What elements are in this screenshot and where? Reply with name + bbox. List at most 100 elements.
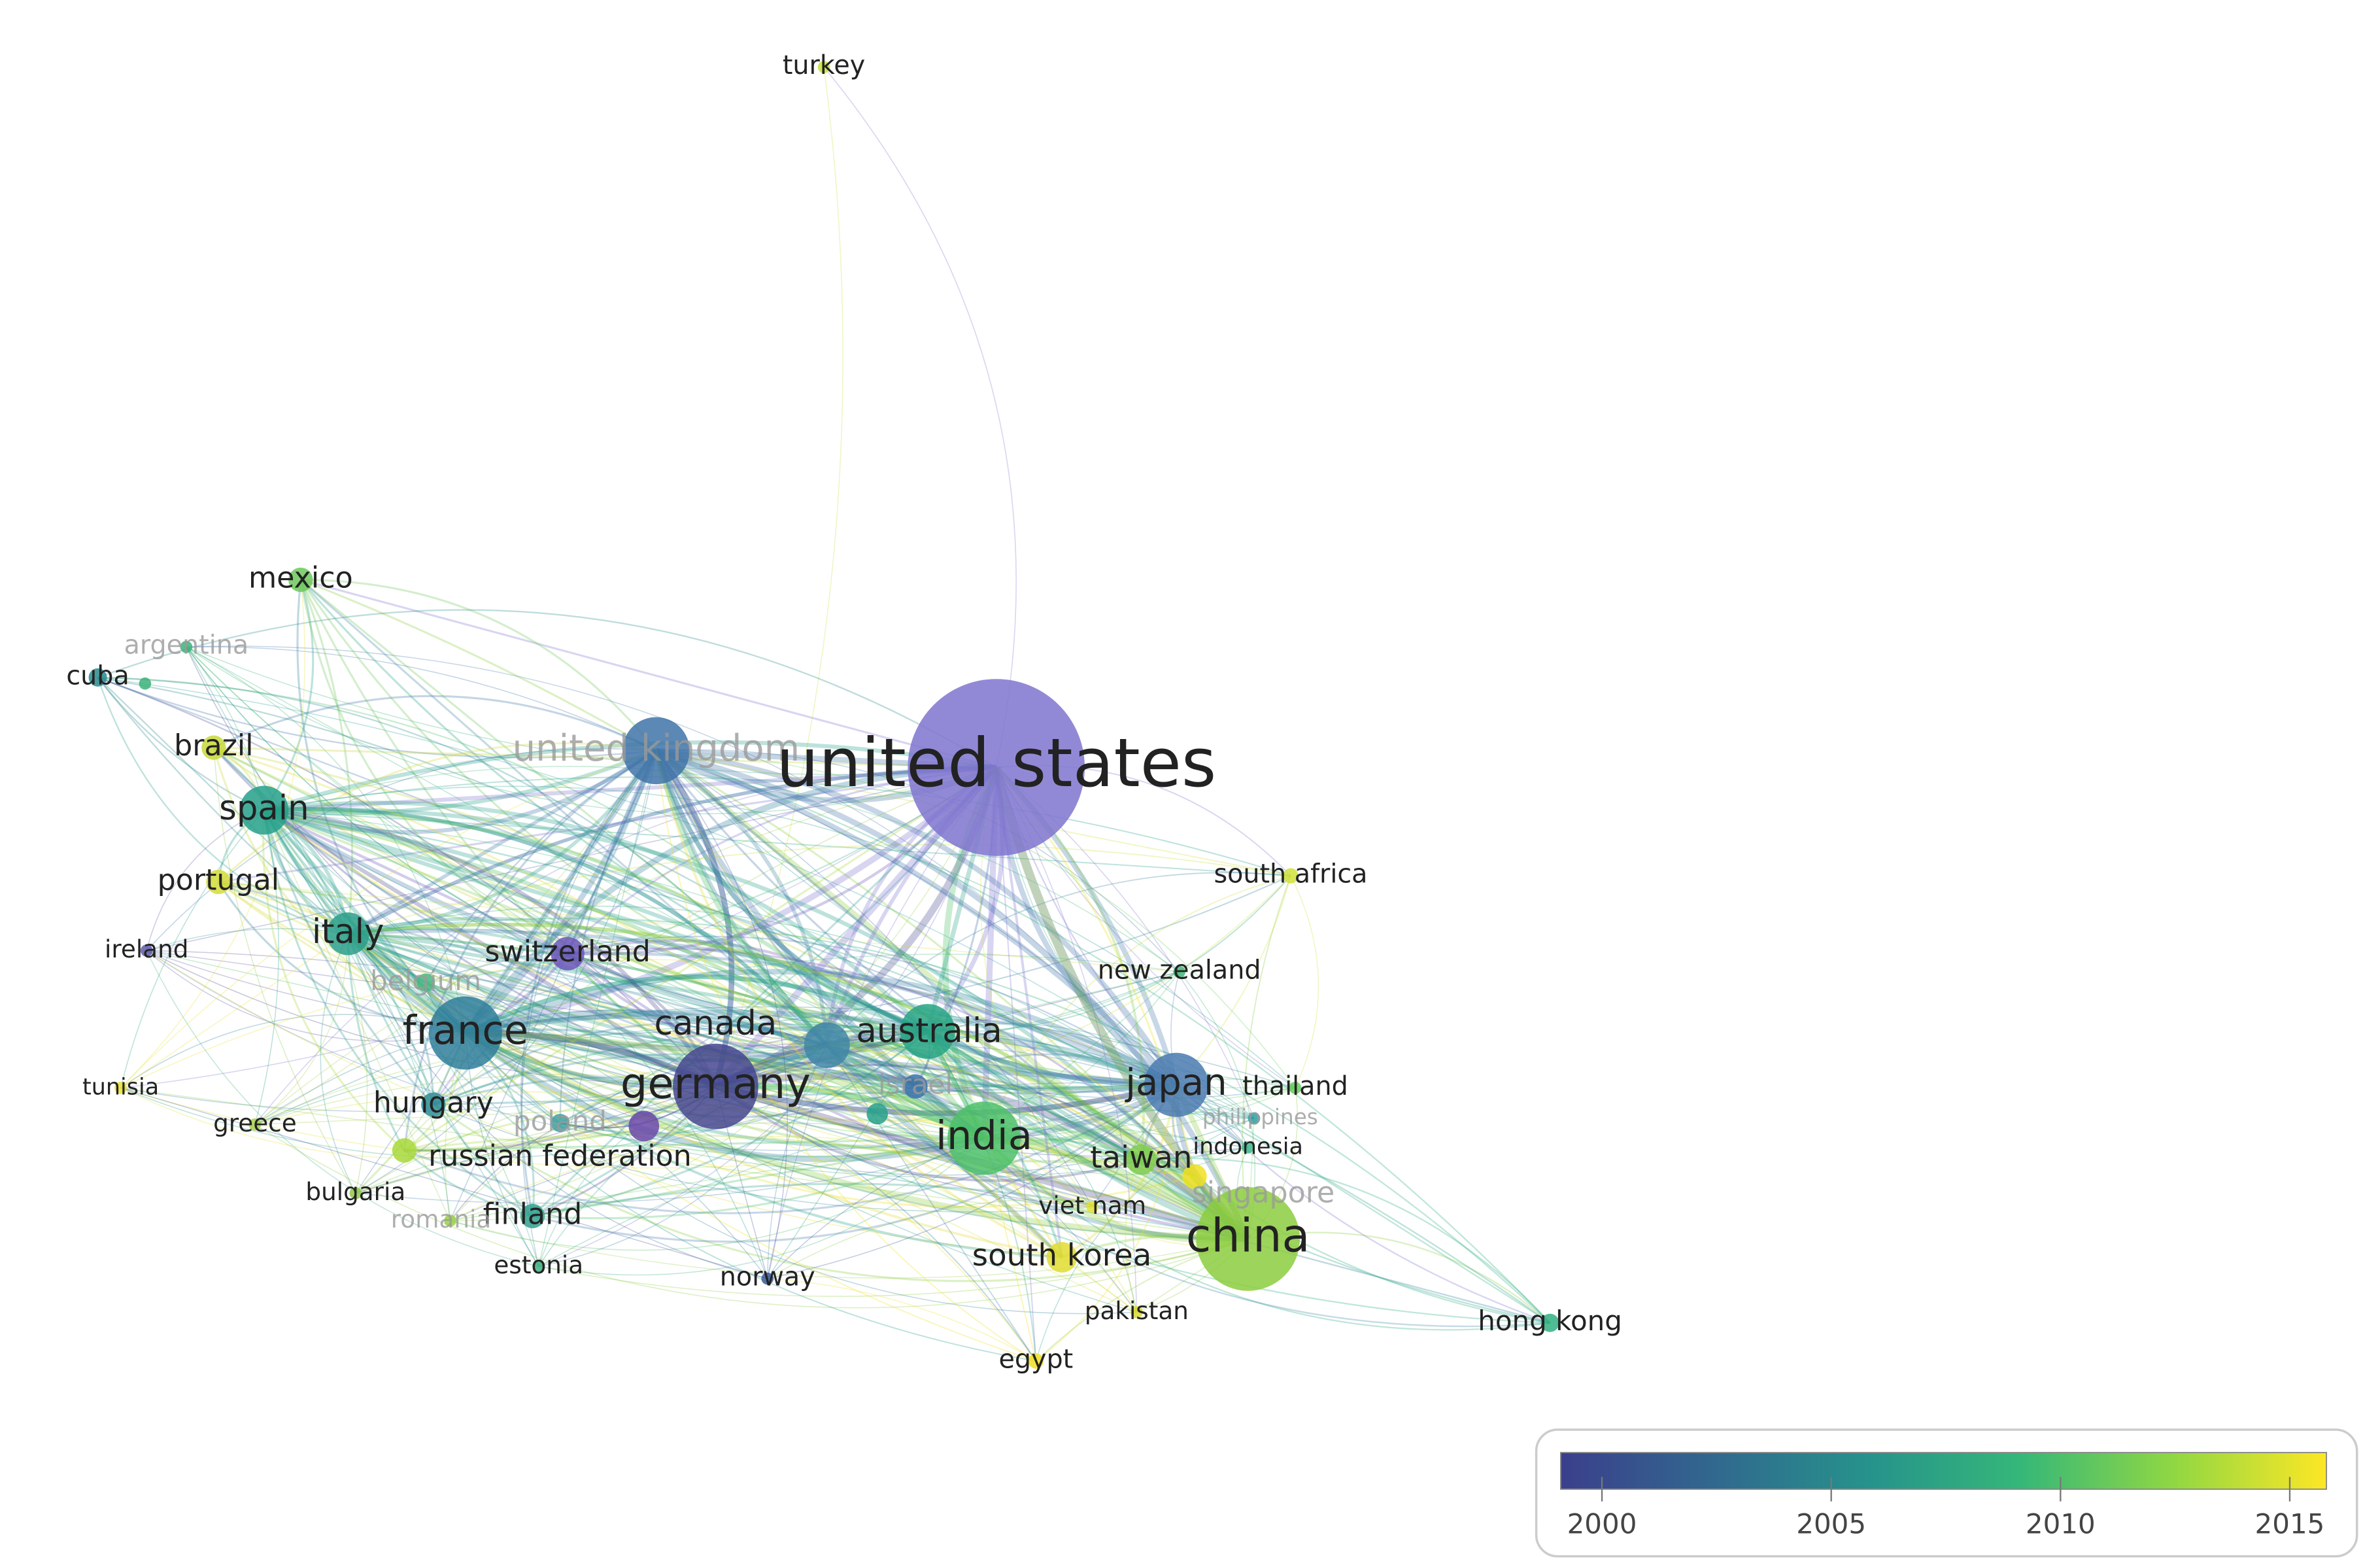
edge xyxy=(655,750,788,1279)
edge xyxy=(300,578,657,751)
edge xyxy=(532,1137,985,1217)
edge xyxy=(926,1031,1037,1362)
edge xyxy=(213,746,1063,1258)
node xyxy=(1540,1313,1559,1332)
edge xyxy=(983,1110,1255,1139)
edge xyxy=(449,1029,928,1221)
edge xyxy=(263,809,435,1105)
edge xyxy=(264,810,368,1194)
edge xyxy=(264,801,929,1033)
edge xyxy=(995,767,1550,1324)
legend-tick-label: 2005 xyxy=(1796,1508,1866,1540)
node xyxy=(1086,1201,1099,1213)
node-label: china xyxy=(1186,1209,1310,1262)
node-label: belgium xyxy=(370,965,481,997)
node xyxy=(908,679,1085,856)
node xyxy=(622,717,690,785)
node xyxy=(1283,868,1299,884)
node-label: viet nam xyxy=(1038,1191,1146,1220)
edge xyxy=(264,808,986,1140)
edge xyxy=(264,808,1250,1241)
edge xyxy=(433,1084,1177,1106)
edge xyxy=(264,809,1551,1324)
edge xyxy=(656,749,1551,1324)
edge xyxy=(983,875,1291,1139)
node-label: estonia xyxy=(494,1250,583,1279)
edge xyxy=(559,750,657,1124)
edge xyxy=(186,646,928,1032)
edge xyxy=(566,952,1248,1241)
node xyxy=(248,1118,262,1131)
edge xyxy=(425,982,1249,1240)
edge xyxy=(715,1064,1195,1178)
edge xyxy=(465,1028,1063,1258)
edge xyxy=(465,1009,1178,1088)
edge xyxy=(186,646,1177,1086)
edge xyxy=(213,748,356,1194)
edge xyxy=(347,916,828,1047)
edge xyxy=(426,766,997,984)
edge xyxy=(254,1010,827,1126)
edge xyxy=(347,933,1195,1178)
edge xyxy=(465,1032,768,1279)
edge xyxy=(254,1074,716,1126)
edge xyxy=(212,747,466,1034)
edge xyxy=(300,579,1249,1240)
edge xyxy=(656,750,1093,1207)
edge xyxy=(560,1122,985,1158)
node-label: greece xyxy=(213,1109,297,1137)
edge xyxy=(568,952,1177,1086)
edge xyxy=(465,1032,1137,1315)
node xyxy=(428,996,502,1070)
node xyxy=(900,1004,955,1059)
node-label: brazil xyxy=(174,729,253,763)
edge xyxy=(217,881,466,1034)
edge xyxy=(926,1029,1250,1241)
edge xyxy=(767,1084,1177,1279)
edge xyxy=(653,749,735,1088)
edge xyxy=(826,1041,1142,1161)
edge xyxy=(218,881,1180,973)
node-label: united kingdom xyxy=(513,727,800,770)
node xyxy=(1242,1141,1254,1154)
edge xyxy=(299,579,985,1139)
node xyxy=(1196,1187,1300,1291)
edge xyxy=(347,922,1250,1241)
node-label: taiwan xyxy=(1090,1141,1192,1176)
node xyxy=(804,1022,850,1069)
node-label: indonesia xyxy=(1193,1133,1303,1160)
edge xyxy=(449,750,657,1221)
edge xyxy=(654,750,1062,1259)
edge xyxy=(218,881,985,1139)
edge xyxy=(146,928,348,952)
edge xyxy=(120,933,348,1089)
edge xyxy=(213,695,657,752)
edge xyxy=(348,929,1178,1087)
node xyxy=(1130,1306,1143,1318)
edge xyxy=(213,746,1249,1240)
edge xyxy=(355,1107,1249,1240)
edge xyxy=(263,808,1177,1087)
edge xyxy=(450,1082,1177,1222)
edge xyxy=(532,1182,1249,1240)
node xyxy=(1144,1052,1208,1117)
edge xyxy=(218,766,996,884)
edge xyxy=(217,742,656,883)
edge xyxy=(146,766,996,952)
node-label: romania xyxy=(391,1205,491,1233)
edge xyxy=(927,1031,1138,1313)
edge xyxy=(347,765,996,936)
node xyxy=(628,1111,660,1142)
edge xyxy=(264,810,451,1221)
edge xyxy=(263,808,569,956)
edge xyxy=(299,579,828,1046)
edge xyxy=(300,579,997,769)
edge xyxy=(926,1029,1250,1241)
edge xyxy=(264,810,1255,1119)
edge xyxy=(120,1014,466,1089)
edge xyxy=(186,646,716,1087)
edge xyxy=(296,579,466,1034)
edge xyxy=(264,809,1142,1161)
edge xyxy=(926,1029,1177,1088)
node xyxy=(1126,1144,1157,1175)
